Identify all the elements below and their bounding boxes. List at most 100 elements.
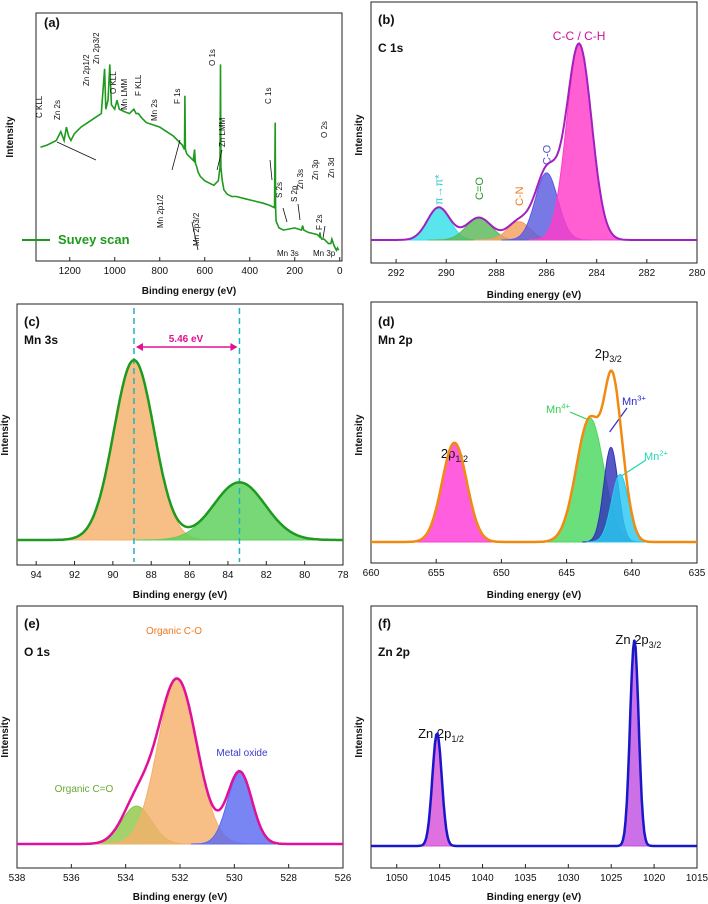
annotation: F KLL xyxy=(134,74,143,96)
peak-label: C=O xyxy=(474,177,486,200)
x-tick-label: 1050 xyxy=(386,873,409,884)
peak-label: Zn 2p3/2 xyxy=(615,632,661,650)
panel-title: Zn 2p xyxy=(378,645,410,659)
panel-label: (b) xyxy=(378,12,395,27)
x-tick-label: 290 xyxy=(438,268,455,279)
annotation-pointer xyxy=(282,207,288,223)
survey-chart: (a) Intensity Binding energy (eV) 1200 10… xyxy=(5,12,343,297)
annotation: F 2s xyxy=(315,214,324,230)
annotation: C 1s xyxy=(264,88,273,104)
annotation: C KLL xyxy=(35,95,44,118)
x-tick-label: 1200 xyxy=(59,266,82,277)
envelope-curve xyxy=(371,369,697,544)
x-tick-label: 1030 xyxy=(557,873,580,884)
x-tick-label: 635 xyxy=(689,568,706,579)
x-tick-label: 532 xyxy=(172,873,189,884)
peak-label: Metal oxide xyxy=(216,748,268,759)
peak-label: Zn 2p1/2 xyxy=(418,726,464,744)
y-axis-label: Intensity xyxy=(5,116,16,158)
annotation: Mn 2p3/2 xyxy=(192,212,201,246)
plot-frame xyxy=(16,303,344,566)
x-tick-label: 92 xyxy=(69,570,81,581)
x-tick-label: 640 xyxy=(623,568,640,579)
annotation: O 2s xyxy=(320,121,329,138)
mn2p-chart: (d) Mn 2p Intensity Binding energy (eV) … xyxy=(354,301,706,601)
y-axis-label: Intensity xyxy=(354,114,365,156)
annotation: Mn LMM xyxy=(120,79,129,110)
x-tick-label: 288 xyxy=(488,268,505,279)
annotation: S 2s xyxy=(275,182,284,198)
x-tick-label: 536 xyxy=(63,873,80,884)
x-tick-label: 530 xyxy=(226,873,243,884)
panel-label: (a) xyxy=(44,15,60,30)
x-axis-label: Binding energy (eV) xyxy=(487,892,581,903)
x-tick-label: 284 xyxy=(588,268,605,279)
x-axis-label: Binding energy (eV) xyxy=(487,590,581,601)
component-peak xyxy=(418,732,457,847)
annotation: Mn 2p1/2 xyxy=(156,194,165,228)
x-tick-label: 84 xyxy=(222,570,234,581)
panel-title: Mn 2p xyxy=(378,333,413,347)
x-axis-label: Binding energy (eV) xyxy=(487,290,581,301)
x-axis-label: Binding energy (eV) xyxy=(142,286,236,297)
o1s-chart: (e) O 1s Intensity Binding energy (eV) 5… xyxy=(0,605,352,903)
plot-frame xyxy=(35,12,343,262)
panel-label: (c) xyxy=(24,314,40,329)
x-tick-label: 538 xyxy=(9,873,26,884)
plot-frame xyxy=(370,605,698,869)
annotation: Zn LMM xyxy=(218,117,227,147)
annotation: Mn 3s xyxy=(277,249,299,258)
envelope-curve xyxy=(371,639,697,848)
panel-label: (e) xyxy=(24,616,40,631)
x-tick-label: 82 xyxy=(261,570,273,581)
x-tick-label: 650 xyxy=(493,568,510,579)
annotation: Zn 2s xyxy=(53,100,62,120)
x-tick-label: 528 xyxy=(280,873,297,884)
x-tick-label: 526 xyxy=(335,873,352,884)
legend-label: Suvey scan xyxy=(58,232,130,247)
x-tick-label: 86 xyxy=(184,570,196,581)
panel-label: (d) xyxy=(378,314,395,329)
y-axis-label: Intensity xyxy=(354,716,365,758)
annotation-pointer xyxy=(216,149,223,171)
peak-label: C-C / C-H xyxy=(553,29,606,43)
peak-label: Organic C-O xyxy=(146,626,202,637)
x-tick-label: 645 xyxy=(558,568,575,579)
x-tick-label: 1020 xyxy=(643,873,666,884)
x-tick-label: 800 xyxy=(151,266,168,277)
annotation: Zn 2p1/2 xyxy=(82,54,91,86)
survey-curve xyxy=(40,64,340,253)
annotation-pointer xyxy=(322,225,326,239)
x-tick-label: 655 xyxy=(428,568,445,579)
peak-label: Organic C=O xyxy=(55,784,114,795)
x-tick-label: 88 xyxy=(146,570,158,581)
plot-frame xyxy=(370,301,698,564)
annotation: Zn 3s xyxy=(296,169,305,189)
annotation-pointer xyxy=(191,221,199,251)
arrowhead xyxy=(135,343,143,351)
plot-frame xyxy=(370,1,698,264)
y-axis-label: Intensity xyxy=(0,716,11,758)
panel-title: Mn 3s xyxy=(24,333,58,347)
x-tick-label: 1035 xyxy=(514,873,537,884)
x-tick-label: 286 xyxy=(538,268,555,279)
annotation: Zn 2p3/2 xyxy=(92,32,101,64)
peak-label: 2p3/2 xyxy=(595,346,622,364)
x-tick-label: 94 xyxy=(31,570,43,581)
x-tick-label: 280 xyxy=(689,268,706,279)
x-tick-label: 78 xyxy=(337,570,349,581)
envelope-curve xyxy=(17,677,343,846)
x-tick-label: 400 xyxy=(241,266,258,277)
peak-label: Mn3+ xyxy=(622,394,647,408)
peak-label: C-N xyxy=(514,186,526,206)
y-axis-label: Intensity xyxy=(354,414,365,456)
x-tick-label: 660 xyxy=(363,568,380,579)
x-axis-label: Binding energy (eV) xyxy=(133,590,227,601)
peak-label: Mn2+ xyxy=(644,449,669,463)
annotation-pointer xyxy=(297,203,301,221)
annotation-pointer xyxy=(56,141,97,161)
x-tick-label: 80 xyxy=(299,570,311,581)
annotation: F 1s xyxy=(173,88,182,104)
annotation: Mn 3p xyxy=(313,249,336,258)
annotation-pointer xyxy=(171,139,181,171)
